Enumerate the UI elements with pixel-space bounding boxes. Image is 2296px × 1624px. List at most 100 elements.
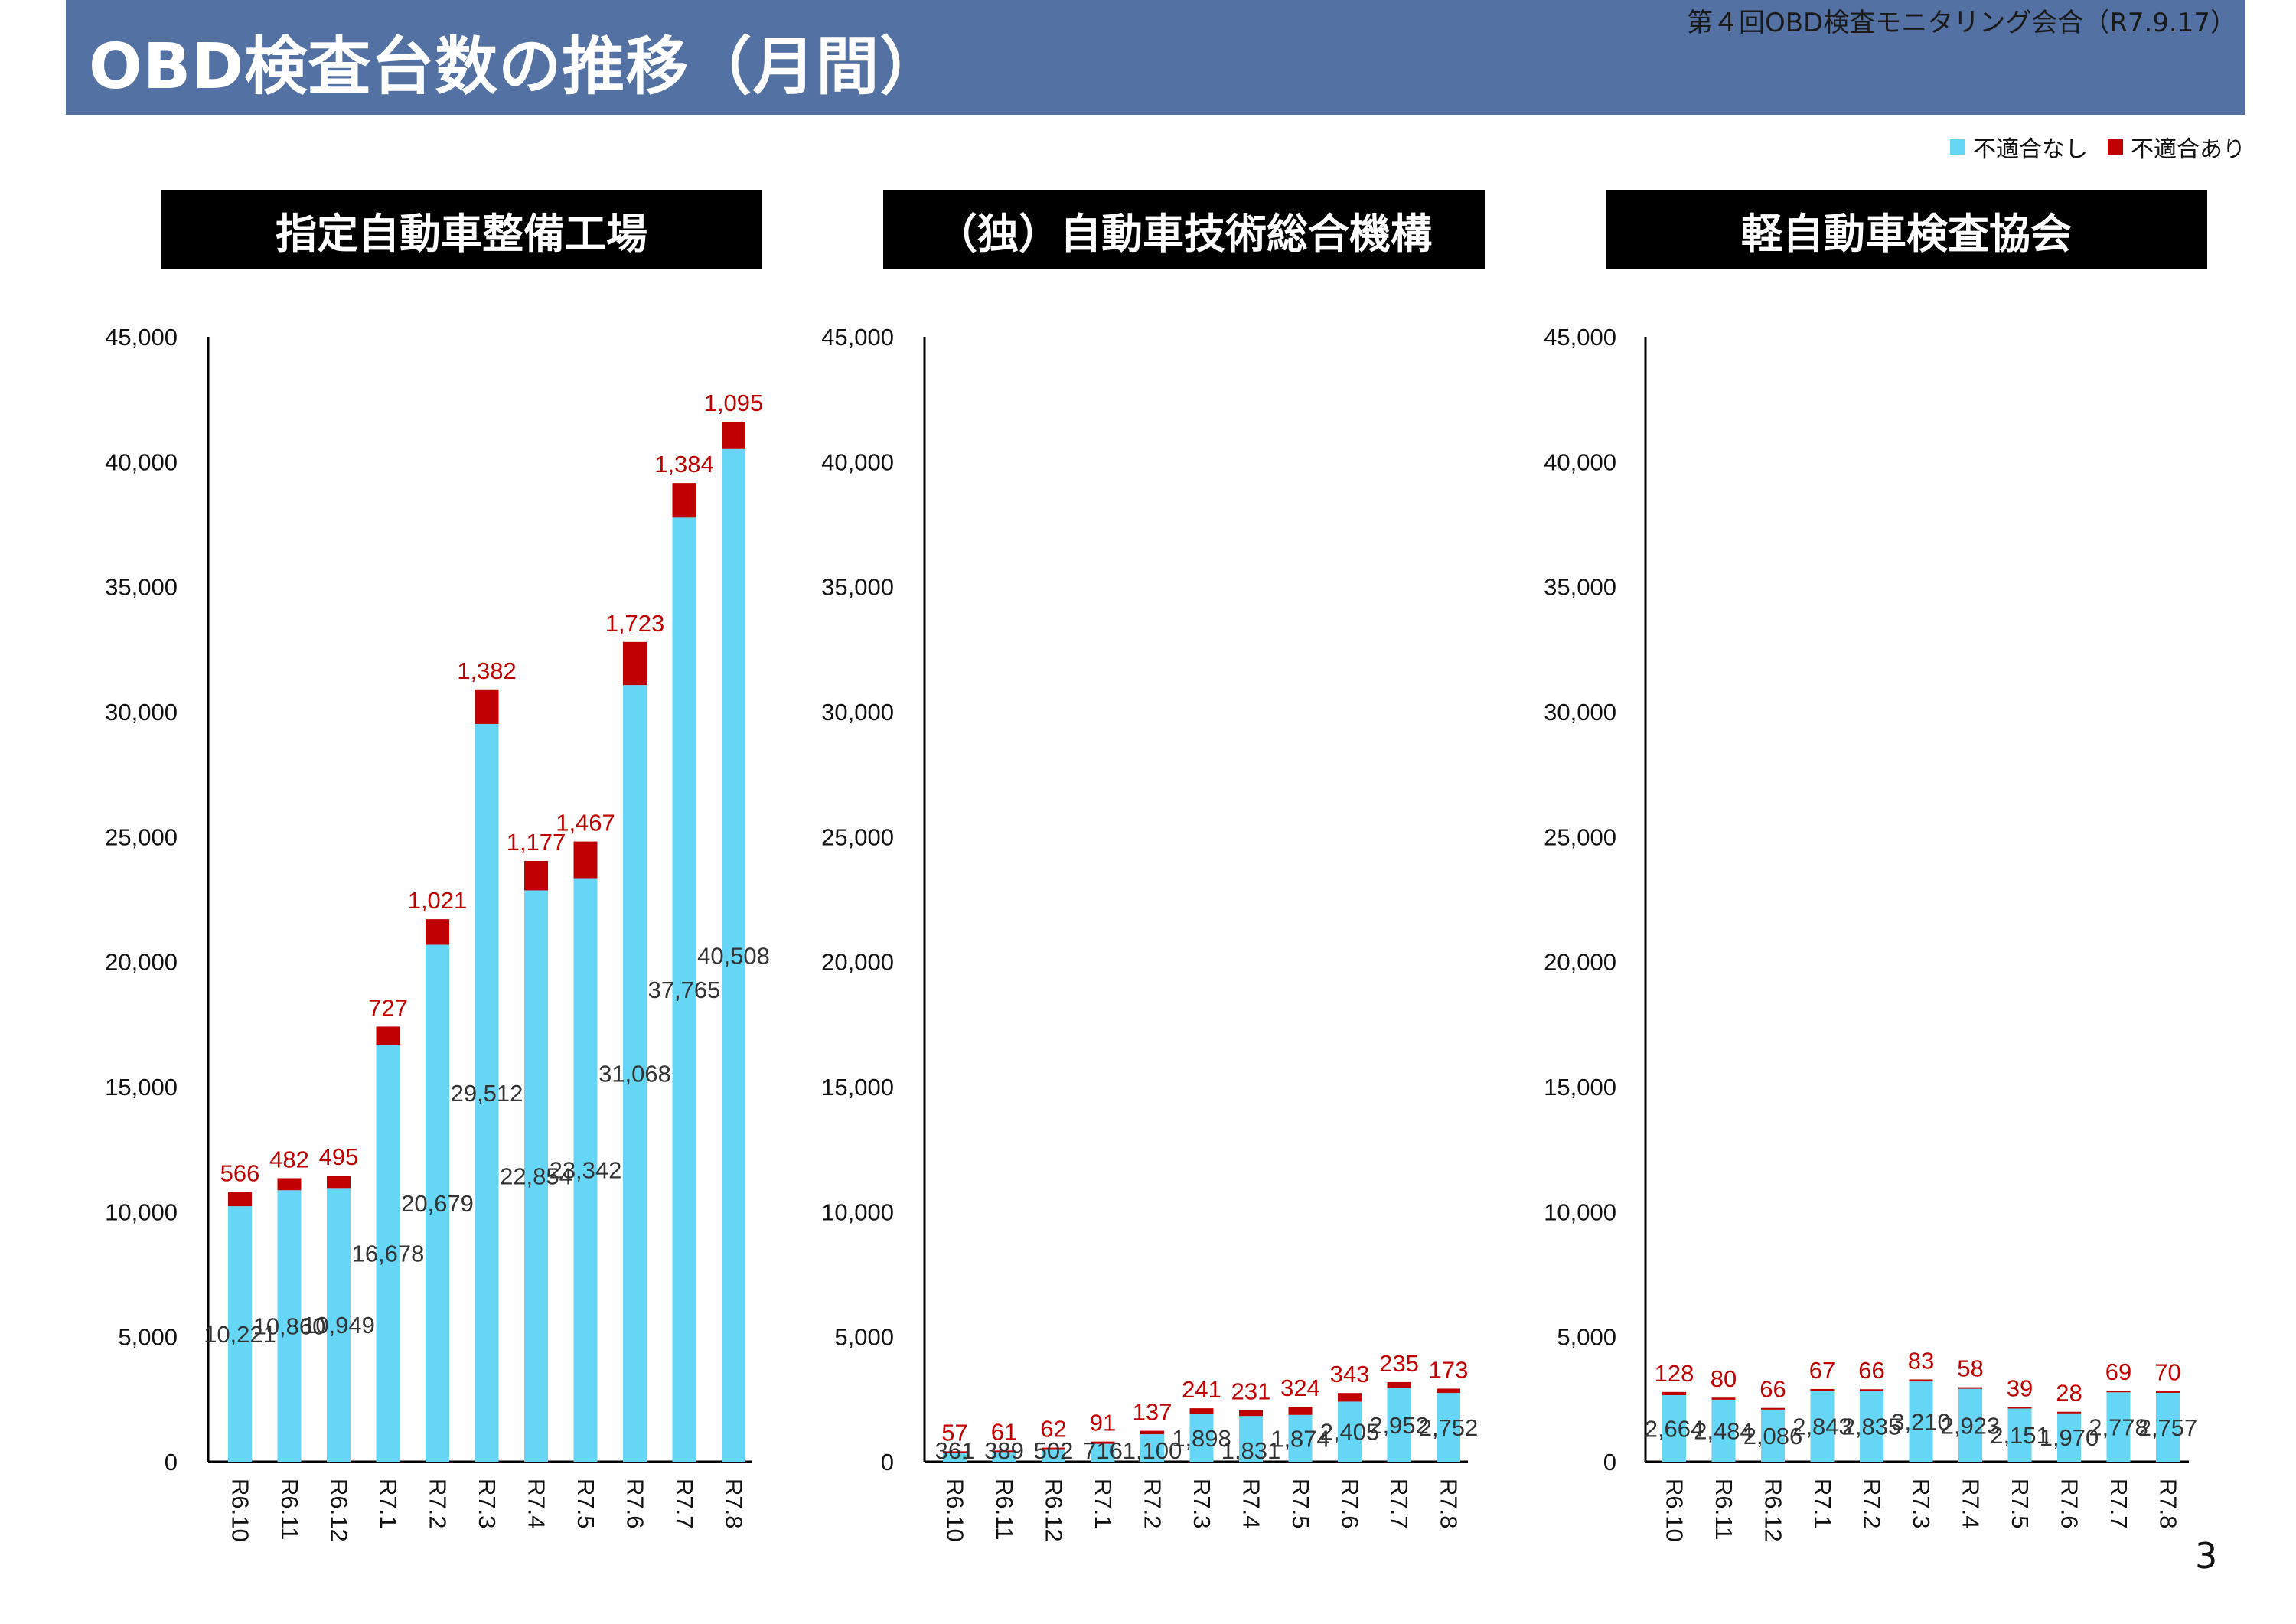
bar-pass (1042, 1449, 1065, 1462)
data-label-fail: 61 (991, 1418, 1017, 1445)
bar-fail (524, 860, 548, 891)
y-tick-label: 45,000 (105, 324, 178, 351)
data-label-fail: 83 (1908, 1347, 1934, 1374)
bar-pass (1761, 1409, 1785, 1462)
data-label-fail: 58 (1957, 1355, 1983, 1382)
y-tick-label: 25,000 (105, 823, 178, 850)
legend-swatch-pass (1950, 139, 1965, 155)
x-tick-label: R7.6 (1337, 1479, 1364, 1528)
data-label-pass: 2,664 (1645, 1415, 1704, 1442)
data-label-fail: 1,177 (507, 829, 566, 856)
bar-pass (1909, 1381, 1933, 1462)
data-label-pass: 1,100 (1123, 1437, 1182, 1464)
chart-shitei: 0 5,000 10,000 15,000 20,000 25,000 30,000 35,0… (105, 324, 770, 1542)
x-tick-label: R7.1 (375, 1479, 402, 1528)
data-label-pass: 2,923 (1941, 1412, 2001, 1439)
bar-fail (376, 1026, 400, 1045)
bar-pass (1189, 1414, 1214, 1462)
x-tick-label: R7.7 (1386, 1479, 1413, 1528)
bar-fail (277, 1178, 302, 1191)
bar-pass (1711, 1399, 1736, 1462)
data-label-fail: 91 (1090, 1410, 1116, 1436)
x-tick-label: R7.4 (523, 1479, 550, 1528)
data-label-fail: 241 (1182, 1376, 1221, 1403)
x-tick-label: R6.12 (1760, 1479, 1787, 1542)
y-tick-label: 30,000 (821, 699, 894, 726)
bar-pass (672, 517, 696, 1463)
data-label-pass: 2,086 (1743, 1423, 1803, 1450)
data-label-pass: 29,512 (451, 1080, 523, 1107)
bar-fail (1860, 1389, 1883, 1391)
bar-fail (1387, 1381, 1411, 1388)
y-tick-label: 5,000 (1557, 1324, 1616, 1351)
bar-pass (277, 1190, 302, 1462)
legend-swatch-fail (2108, 139, 2123, 155)
y-tick-label: 20,000 (1544, 949, 1616, 976)
bar-fail (1437, 1388, 1460, 1394)
bar-fail (228, 1192, 252, 1207)
bar-fail (1761, 1407, 1785, 1410)
data-label-fail: 57 (941, 1419, 967, 1446)
bar-pass (1091, 1443, 1115, 1462)
data-label-pass: 23,342 (550, 1157, 622, 1184)
bar-fail (2106, 1390, 2131, 1393)
chart-kei: 0 5,000 10,000 15,000 20,000 25,000 30,000 35,0… (1544, 324, 2197, 1542)
bar-fail (1958, 1387, 1982, 1389)
data-label-pass: 16,678 (352, 1241, 425, 1267)
bar-fail (672, 483, 696, 518)
data-label-pass: 716 (1083, 1437, 1123, 1464)
x-tick-label: R7.2 (1859, 1479, 1886, 1528)
y-tick-label: 10,000 (105, 1198, 178, 1225)
bar-fail (1140, 1430, 1164, 1435)
bar-fail (475, 689, 499, 724)
data-label-fail: 727 (368, 994, 408, 1021)
data-label-fail: 137 (1133, 1399, 1172, 1426)
data-label-pass: 40,508 (697, 942, 770, 969)
bar-pass (1437, 1393, 1460, 1462)
bar-pass (1810, 1391, 1835, 1462)
bar-fail (1288, 1407, 1313, 1415)
bar-pass (573, 878, 598, 1462)
data-label-fail: 69 (2105, 1358, 2131, 1385)
x-tick-label: R7.8 (2155, 1479, 2182, 1528)
data-label-fail: 343 (1330, 1361, 1370, 1388)
legend-label-fail: 不適合あり (2131, 136, 2245, 163)
bar-pass (943, 1453, 967, 1462)
bar-fail (1662, 1391, 1686, 1395)
data-label-fail: 66 (1760, 1376, 1786, 1403)
y-tick-label: 40,000 (105, 448, 178, 475)
data-label-pass: 20,679 (401, 1190, 474, 1217)
data-label-fail: 482 (269, 1146, 309, 1172)
legend-item-fail: 不適合あり (2108, 130, 2245, 164)
data-label-pass: 2,757 (2138, 1414, 2198, 1441)
data-label-fail: 80 (1711, 1365, 1737, 1392)
y-tick-label: 5,000 (118, 1324, 178, 1351)
bar-fail (327, 1176, 351, 1189)
data-label-pass: 2,952 (1369, 1412, 1429, 1439)
chart-title-kei: 軽自動車検査協会 (1606, 190, 2207, 269)
data-label-fail: 1,384 (654, 451, 714, 478)
data-label-fail: 1,723 (605, 610, 665, 637)
x-tick-label: R7.3 (1189, 1479, 1215, 1528)
legend: 不適合なし 不適合あり (1939, 130, 2245, 164)
data-label-fail: 173 (1429, 1356, 1469, 1383)
data-label-fail: 1,095 (704, 390, 764, 416)
y-tick-label: 35,000 (821, 574, 894, 601)
chart-title-shitei: 指定自動車整備工場 (161, 190, 762, 269)
bar-pass (475, 723, 499, 1462)
y-tick-label: 35,000 (1544, 574, 1616, 601)
bar-fail (2156, 1391, 2180, 1393)
y-tick-label: 15,000 (821, 1074, 894, 1101)
y-tick-label: 30,000 (105, 699, 178, 726)
y-tick-label: 15,000 (1544, 1074, 1616, 1101)
data-label-pass: 2,405 (1320, 1419, 1380, 1446)
legend-label-pass: 不適合なし (1973, 136, 2088, 163)
data-label-fail: 235 (1379, 1350, 1419, 1377)
bar-pass (722, 448, 745, 1462)
x-tick-label: R7.7 (671, 1479, 698, 1528)
bar-pass (524, 890, 548, 1462)
x-tick-label: R7.3 (1908, 1479, 1935, 1528)
bar-pass (1387, 1388, 1411, 1462)
bar-fail (1338, 1393, 1362, 1402)
